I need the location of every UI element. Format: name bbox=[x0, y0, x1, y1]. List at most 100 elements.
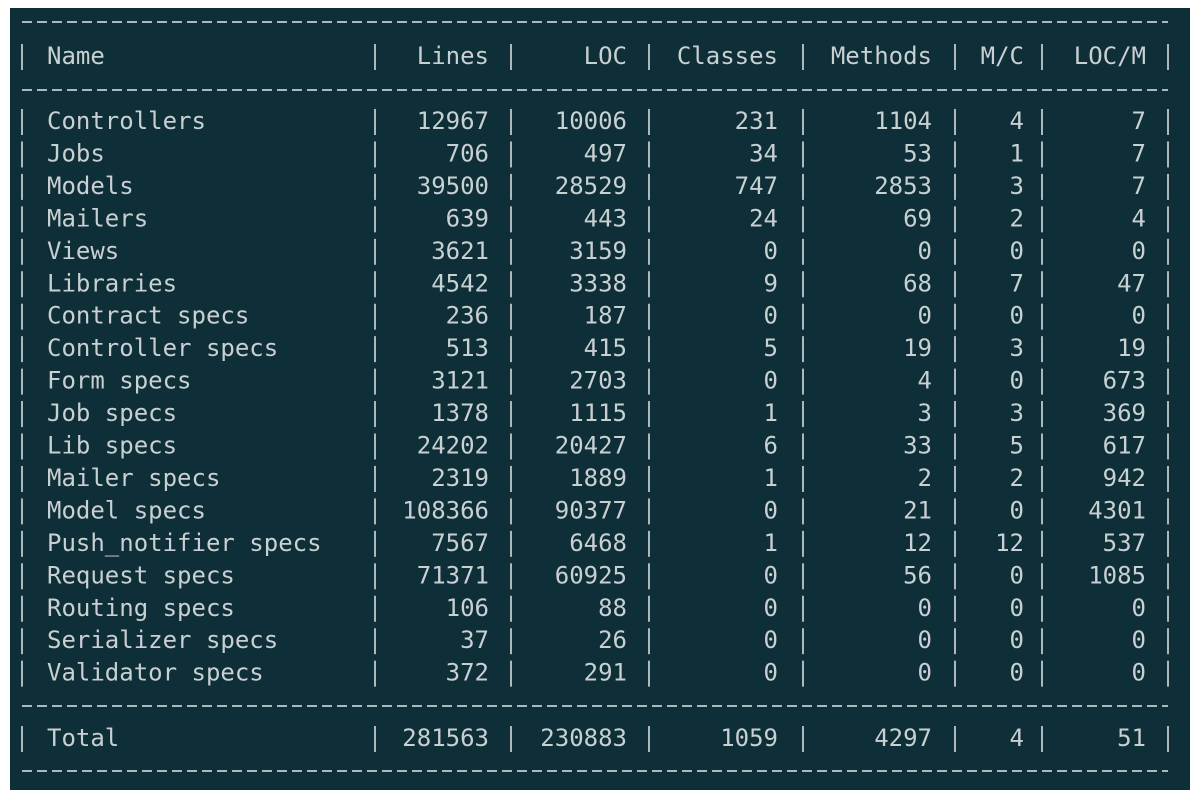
table-cell: 19 bbox=[1117, 334, 1146, 362]
table-cell: 12 bbox=[903, 529, 932, 557]
table-cell: 706 bbox=[446, 139, 489, 167]
table-cell: 1378 bbox=[431, 399, 489, 427]
table-cell: 5 bbox=[1010, 432, 1024, 460]
table-cell: 26 bbox=[598, 626, 627, 654]
table-cell: 0 bbox=[1010, 302, 1024, 330]
table-cell: 3 bbox=[1010, 334, 1024, 362]
table-cell: 2703 bbox=[569, 367, 627, 395]
table-cell: 0 bbox=[1010, 367, 1024, 395]
column-header: Classes bbox=[677, 42, 778, 70]
table-cell: 10006 bbox=[555, 107, 627, 135]
table-cell: 90377 bbox=[555, 496, 627, 524]
table-cell: Contract specs bbox=[47, 302, 249, 330]
table-cell: 0 bbox=[764, 561, 778, 589]
table-cell: 617 bbox=[1103, 432, 1146, 460]
table-cell: 0 bbox=[1132, 237, 1146, 265]
table-cell: 673 bbox=[1103, 367, 1146, 395]
table-cell: 7 bbox=[1132, 107, 1146, 135]
table-cell: Mailers bbox=[47, 204, 148, 232]
total-cell: 281563 bbox=[402, 724, 489, 752]
table-cell: 0 bbox=[764, 237, 778, 265]
table-cell: 747 bbox=[735, 172, 778, 200]
table-cell: 4 bbox=[1010, 107, 1024, 135]
table-cell: 0 bbox=[1132, 659, 1146, 687]
table-cell: Model specs bbox=[47, 496, 206, 524]
table-cell: 3338 bbox=[569, 269, 627, 297]
total-cell: Total bbox=[47, 724, 119, 752]
table-cell: 19 bbox=[903, 334, 932, 362]
table-cell: 0 bbox=[764, 659, 778, 687]
table-cell: 2 bbox=[1010, 204, 1024, 232]
table-cell: 7 bbox=[1132, 172, 1146, 200]
table-cell: Libraries bbox=[47, 269, 177, 297]
table-cell: 108366 bbox=[402, 496, 489, 524]
table-cell: 0 bbox=[918, 594, 932, 622]
table-cell: 4 bbox=[918, 367, 932, 395]
table-cell: Serializer specs bbox=[47, 626, 278, 654]
column-header: LOC/M bbox=[1074, 42, 1146, 70]
table-cell: 1104 bbox=[874, 107, 932, 135]
table-cell: Controller specs bbox=[47, 334, 278, 362]
table-cell: 1 bbox=[764, 529, 778, 557]
table-cell: 68 bbox=[903, 269, 932, 297]
table-cell: 0 bbox=[1010, 659, 1024, 687]
table-cell: Validator specs bbox=[47, 659, 264, 687]
table-cell: 53 bbox=[903, 139, 932, 167]
table-cell: 497 bbox=[584, 139, 627, 167]
table-cell: Lib specs bbox=[47, 432, 177, 460]
table-cell: 3 bbox=[918, 399, 932, 427]
table-cell: 291 bbox=[584, 659, 627, 687]
table-cell: 34 bbox=[749, 139, 778, 167]
table-cell: 0 bbox=[1010, 561, 1024, 589]
table-cell: 372 bbox=[446, 659, 489, 687]
total-cell: 4 bbox=[1010, 724, 1024, 752]
table-cell: Request specs bbox=[47, 561, 235, 589]
table-cell: Job specs bbox=[47, 399, 177, 427]
table-cell: 3 bbox=[1010, 172, 1024, 200]
table-cell: 231 bbox=[735, 107, 778, 135]
table-cell: 1 bbox=[764, 464, 778, 492]
table-cell: 2319 bbox=[431, 464, 489, 492]
column-header: Lines bbox=[417, 42, 489, 70]
table-cell: 39500 bbox=[417, 172, 489, 200]
table-cell: 33 bbox=[903, 432, 932, 460]
column-header: M/C bbox=[981, 42, 1024, 70]
column-header: Methods bbox=[831, 42, 932, 70]
table-cell: 443 bbox=[584, 204, 627, 232]
table-cell: 1889 bbox=[569, 464, 627, 492]
table-cell: 0 bbox=[764, 594, 778, 622]
table-cell: 24202 bbox=[417, 432, 489, 460]
table-cell: 3159 bbox=[569, 237, 627, 265]
table-cell: 369 bbox=[1103, 399, 1146, 427]
table-cell: 6 bbox=[764, 432, 778, 460]
table-cell: 513 bbox=[446, 334, 489, 362]
table-cell: 0 bbox=[918, 626, 932, 654]
table-cell: 942 bbox=[1103, 464, 1146, 492]
table-cell: 0 bbox=[1132, 302, 1146, 330]
table-cell: 69 bbox=[903, 204, 932, 232]
table-cell: 7567 bbox=[431, 529, 489, 557]
table-cell: Routing specs bbox=[47, 594, 235, 622]
table-cell: 187 bbox=[584, 302, 627, 330]
table-cell: Models bbox=[47, 172, 134, 200]
table-cell: 2 bbox=[918, 464, 932, 492]
table-cell: 3621 bbox=[431, 237, 489, 265]
table-cell: 21 bbox=[903, 496, 932, 524]
table-cell: 537 bbox=[1103, 529, 1146, 557]
table-cell: 0 bbox=[918, 302, 932, 330]
table-cell: 9 bbox=[764, 269, 778, 297]
table-cell: Jobs bbox=[47, 139, 105, 167]
table-cell: 2853 bbox=[874, 172, 932, 200]
table-cell: 0 bbox=[764, 626, 778, 654]
total-cell: 51 bbox=[1117, 724, 1146, 752]
total-cell: 230883 bbox=[540, 724, 627, 752]
table-cell: 3121 bbox=[431, 367, 489, 395]
table-cell: 7 bbox=[1132, 139, 1146, 167]
table-cell: 4301 bbox=[1088, 496, 1146, 524]
table-cell: 0 bbox=[764, 302, 778, 330]
table-cell: 106 bbox=[446, 594, 489, 622]
table-cell: 1085 bbox=[1088, 561, 1146, 589]
table-cell: 0 bbox=[764, 496, 778, 524]
table-cell: 0 bbox=[1132, 626, 1146, 654]
